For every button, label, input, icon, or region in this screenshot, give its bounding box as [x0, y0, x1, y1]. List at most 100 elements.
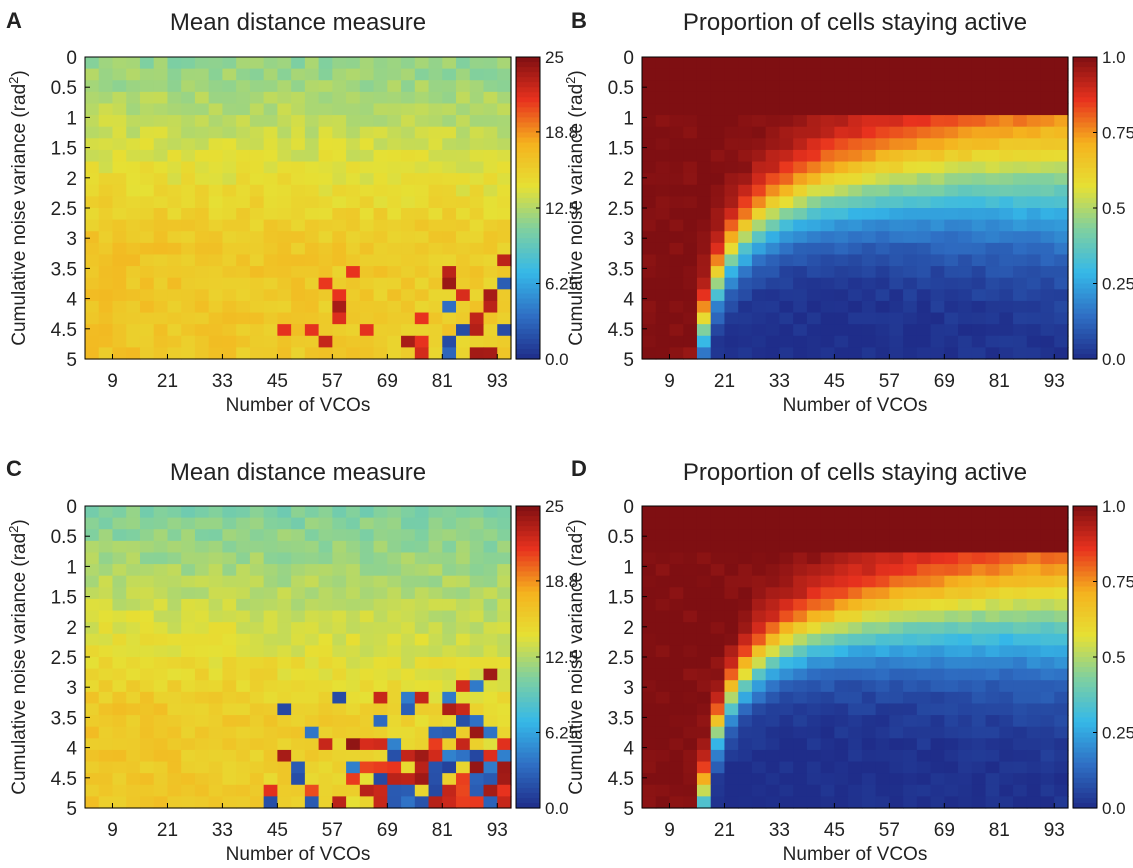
- colorbar-step: [1073, 273, 1097, 280]
- heatmap-cell: [249, 564, 265, 577]
- heatmap-cell: [861, 184, 877, 197]
- heatmap-cell: [359, 208, 375, 221]
- heatmap-cell: [483, 184, 498, 197]
- heatmap-cell: [208, 703, 224, 716]
- heatmap-cell: [861, 726, 877, 739]
- heatmap-cell: [332, 324, 347, 337]
- heatmap-cell: [497, 645, 512, 658]
- heatmap-cell: [1013, 103, 1028, 116]
- colorbar-step: [1073, 62, 1097, 68]
- heatmap-cell: [222, 598, 237, 612]
- heatmap-cell: [806, 715, 822, 728]
- heatmap-cell: [930, 347, 945, 360]
- heatmap-cell: [263, 161, 278, 174]
- heatmap-cell: [181, 115, 196, 128]
- heatmap-cell: [806, 242, 822, 256]
- colorbar-step: [1073, 323, 1097, 330]
- heatmap-cell: [153, 219, 169, 232]
- heatmap-cell: [683, 300, 698, 314]
- heatmap-cell: [373, 242, 388, 256]
- heatmap-cell: [263, 149, 278, 163]
- heatmap-cell: [263, 773, 278, 786]
- colorbar-step: [1073, 571, 1097, 578]
- heatmap-cell: [304, 300, 320, 314]
- heatmap-cell: [710, 703, 726, 716]
- heatmap-cell: [181, 80, 196, 93]
- colorbar-step: [516, 611, 540, 618]
- heatmap-cell: [793, 277, 808, 290]
- heatmap-cell: [806, 312, 822, 325]
- heatmap-cell: [916, 242, 932, 256]
- heatmap-cell: [222, 715, 237, 728]
- heatmap-cell: [194, 540, 210, 554]
- heatmap-cell: [793, 335, 808, 348]
- heatmap-cell: [332, 680, 347, 693]
- heatmap-cell: [153, 610, 169, 623]
- heatmap-cell: [655, 796, 671, 809]
- heatmap-cell: [401, 715, 416, 728]
- heatmap-cell: [806, 300, 822, 314]
- heatmap-cell: [724, 277, 739, 290]
- heatmap-cell: [98, 738, 114, 751]
- heatmap-cell: [442, 773, 457, 786]
- heatmap-cell: [944, 149, 959, 163]
- x-tick-label: 45: [267, 820, 288, 841]
- heatmap-cell: [985, 761, 1000, 774]
- heatmap-cell: [346, 242, 361, 256]
- heatmap-cell: [655, 242, 671, 256]
- heatmap-cell: [971, 335, 987, 348]
- heatmap-cell: [442, 266, 457, 279]
- heatmap-cell: [318, 324, 333, 337]
- colorbar-step: [516, 208, 540, 214]
- heatmap-cell: [848, 324, 863, 337]
- heatmap-cell: [779, 300, 794, 314]
- colorbar-step: [1073, 122, 1097, 129]
- heatmap-cell: [401, 347, 416, 360]
- heatmap-cell: [999, 645, 1014, 658]
- heatmap-cell: [291, 680, 306, 693]
- heatmap-cell: [332, 598, 347, 612]
- heatmap-cell: [194, 517, 210, 530]
- heatmap-cell: [497, 91, 512, 105]
- heatmap-cell: [497, 761, 512, 774]
- heatmap-cell: [765, 289, 781, 302]
- heatmap-cell: [958, 587, 973, 600]
- heatmap-cell: [861, 242, 877, 256]
- heatmap-cell: [958, 57, 973, 70]
- heatmap-cell: [958, 91, 973, 105]
- heatmap-cell: [971, 208, 987, 221]
- heatmap-cell: [889, 657, 904, 670]
- heatmap-cell: [277, 161, 292, 174]
- heatmap-cell: [98, 138, 114, 151]
- heatmap-cell: [126, 540, 141, 554]
- heatmap-cell: [724, 552, 739, 565]
- y-tick-label: 1: [623, 557, 634, 578]
- heatmap-cell: [820, 80, 835, 93]
- heatmap-cell: [291, 149, 306, 163]
- heatmap-cell: [222, 657, 237, 670]
- heatmap-cell: [291, 300, 306, 314]
- heatmap-cell: [1040, 598, 1055, 612]
- heatmap-cell: [765, 703, 781, 716]
- heatmap-cell: [98, 529, 114, 542]
- heatmap-cell: [263, 715, 278, 728]
- heatmap-cell: [834, 91, 849, 105]
- heatmap-cell: [428, 726, 443, 739]
- heatmap-cell: [469, 587, 485, 600]
- heatmap-cell: [724, 749, 739, 763]
- heatmap-cell: [903, 219, 918, 232]
- heatmap-cell: [1026, 540, 1042, 554]
- heatmap-cell: [277, 91, 292, 105]
- heatmap-cell: [263, 598, 278, 612]
- heatmap-cell: [683, 703, 698, 716]
- heatmap-cell: [483, 657, 498, 670]
- heatmap-cell: [779, 738, 794, 751]
- heatmap-cell: [1013, 347, 1028, 360]
- heatmap-cell: [751, 149, 767, 163]
- colorbar-step: [516, 102, 540, 108]
- heatmap-cell: [469, 517, 485, 530]
- heatmap-cell: [139, 691, 155, 705]
- heatmap-cell: [373, 773, 388, 786]
- heatmap-cell: [222, 254, 237, 267]
- colorbar-step: [516, 677, 540, 683]
